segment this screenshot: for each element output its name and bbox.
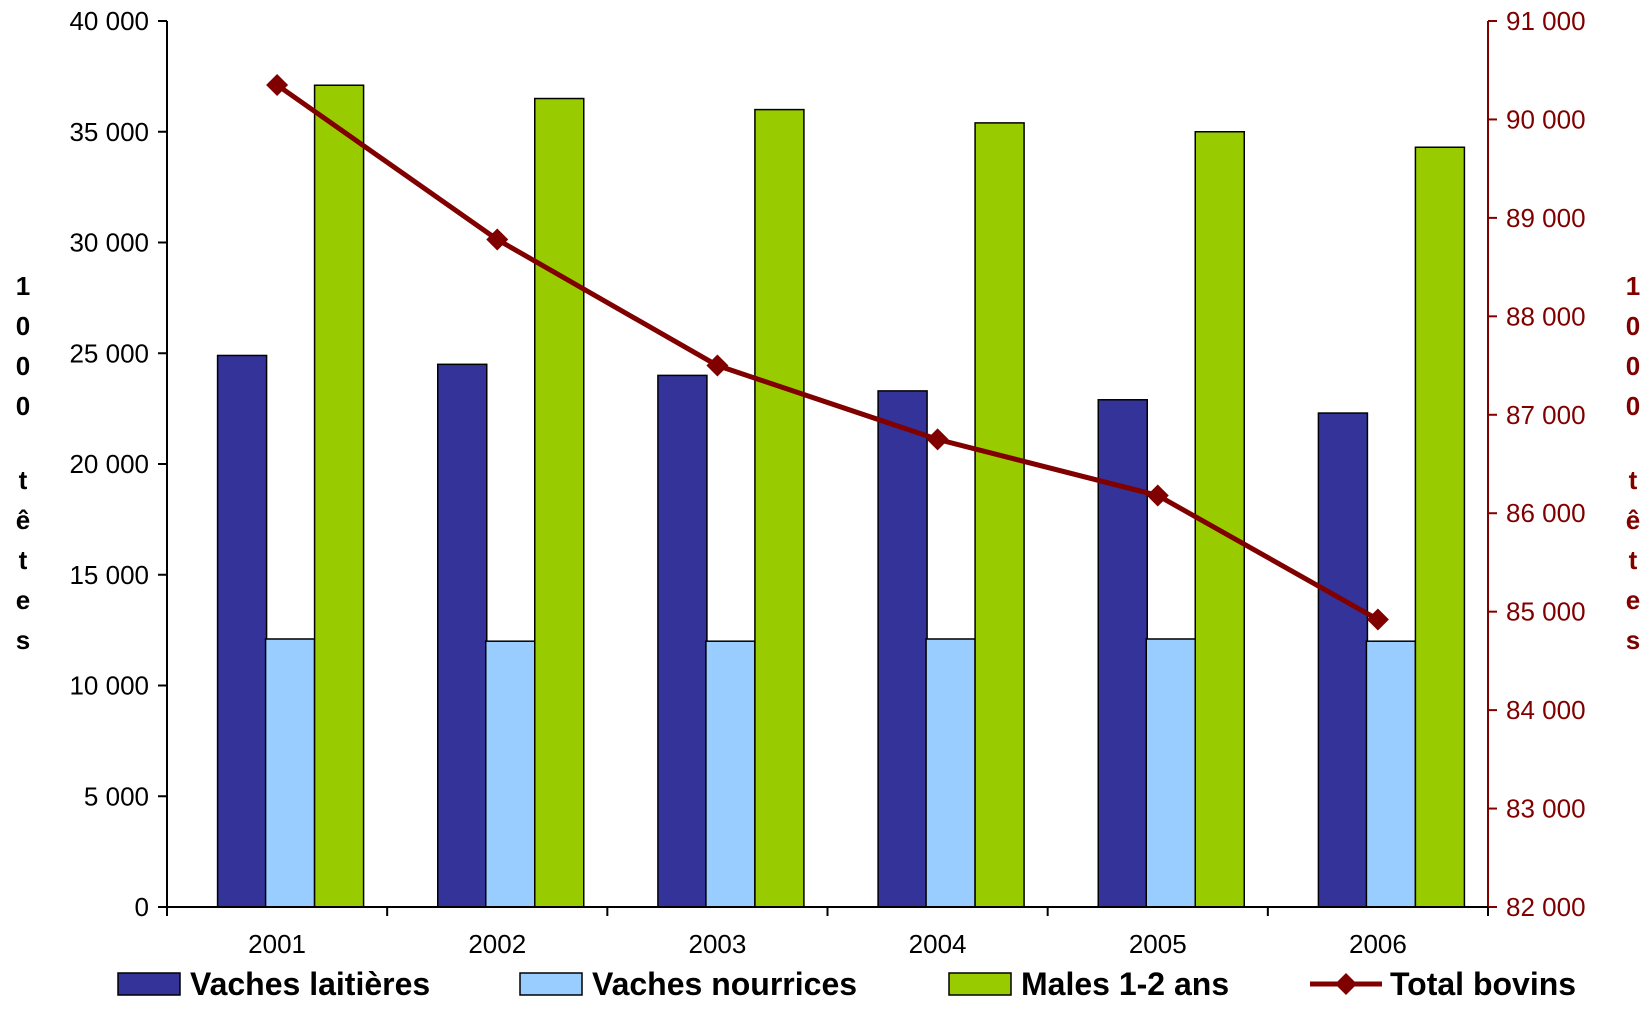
axis-label-char: t xyxy=(1629,545,1638,575)
right-tick-label: 88 000 xyxy=(1506,301,1586,331)
legend-item-total: Total bovins xyxy=(1310,966,1576,1002)
x-tick-label: 2005 xyxy=(1129,929,1187,959)
bar-males-2001 xyxy=(313,84,365,908)
bar-males-2002 xyxy=(534,97,585,908)
right-tick-label: 86 000 xyxy=(1506,498,1586,528)
right-tick-label: 84 000 xyxy=(1506,695,1586,725)
bar-vaches-laitieres-2002 xyxy=(437,363,488,908)
axis-label-char: 0 xyxy=(1626,351,1640,381)
legend-label: Males 1-2 ans xyxy=(1021,966,1229,1002)
axis-label-char: t xyxy=(1629,465,1638,495)
bar-vaches-nourrices-2006 xyxy=(1365,640,1417,908)
legend-swatch xyxy=(948,972,1012,996)
left-tick-label: 20 000 xyxy=(69,449,149,479)
axis-label-char: 0 xyxy=(16,351,30,381)
x-tick-label: 2003 xyxy=(688,929,746,959)
bar-males-2006 xyxy=(1414,146,1466,908)
axis-label-char: s xyxy=(1626,625,1640,655)
right-tick-label: 85 000 xyxy=(1506,597,1586,627)
axis-label-char: 1 xyxy=(1626,271,1640,301)
right-tick-label: 90 000 xyxy=(1506,104,1586,134)
right-tick-label: 82 000 xyxy=(1506,892,1586,922)
x-tick-label: 2006 xyxy=(1349,929,1407,959)
right-tick-label: 87 000 xyxy=(1506,400,1586,430)
legend-label: Total bovins xyxy=(1390,966,1576,1002)
left-tick-label: 15 000 xyxy=(69,560,149,590)
x-tick-label: 2004 xyxy=(909,929,967,959)
left-tick-label: 35 000 xyxy=(69,117,149,147)
left-tick-label: 10 000 xyxy=(69,671,149,701)
bar-vaches-laitieres-2005 xyxy=(1097,399,1148,908)
total-bovins-marker-2004 xyxy=(926,428,949,451)
right-tick-label: 83 000 xyxy=(1506,794,1586,824)
bar-vaches-nourrices-2002 xyxy=(485,640,536,908)
axis-label-char: 0 xyxy=(1626,311,1640,341)
legend-item-males: Males 1-2 ans xyxy=(948,966,1229,1002)
left-tick-label: 40 000 xyxy=(69,6,149,36)
bar-vaches-nourrices-2001 xyxy=(264,638,316,908)
bars-layer xyxy=(216,84,1466,908)
axis-label-char: t xyxy=(19,545,28,575)
axis-label-char: 1 xyxy=(16,271,30,301)
total-bovins-marker-2001 xyxy=(266,73,289,96)
axis-label-char: t xyxy=(19,465,28,495)
bar-vaches-laitieres-2004 xyxy=(877,390,928,908)
left-tick-label: 25 000 xyxy=(69,338,149,368)
legend-item-vaches-laitieres: Vaches laitières xyxy=(117,966,430,1002)
total-bovins-marker-2002 xyxy=(486,228,509,251)
axis-label-char: 0 xyxy=(16,391,30,421)
x-tick-label: 2002 xyxy=(468,929,526,959)
total-bovins-marker-2006 xyxy=(1366,608,1389,631)
bar-vaches-laitieres-2006 xyxy=(1317,412,1369,908)
left-tick-label: 30 000 xyxy=(69,228,149,258)
legend-label: Vaches laitières xyxy=(190,966,430,1002)
legend-item-vaches-nourrices: Vaches nourrices xyxy=(519,966,857,1002)
legend-marker xyxy=(1335,973,1357,995)
total-line-layer xyxy=(266,73,1389,631)
left-tick-label: 0 xyxy=(135,892,149,922)
total-bovins-marker-2003 xyxy=(706,354,729,377)
total-bovins-marker-2005 xyxy=(1146,484,1169,507)
bar-vaches-nourrices-2005 xyxy=(1145,638,1196,908)
axis-label-char: 0 xyxy=(16,311,30,341)
right-tick-label: 91 000 xyxy=(1506,6,1586,36)
axis-label-char: ê xyxy=(1626,505,1640,535)
axis-label-char: s xyxy=(16,625,30,655)
bar-vaches-laitieres-2001 xyxy=(216,354,268,908)
legend-swatch xyxy=(519,972,583,996)
legend: Vaches laitières Vaches nourrices Males 1-… xyxy=(117,966,1576,1002)
bar-vaches-laitieres-2003 xyxy=(657,374,708,908)
axis-label-char: e xyxy=(1626,585,1640,615)
bar-males-2003 xyxy=(754,108,805,908)
axis-label-char: e xyxy=(16,585,30,615)
legend-swatch xyxy=(117,972,181,996)
bar-vaches-nourrices-2004 xyxy=(925,638,976,908)
total-bovins-line xyxy=(275,82,1380,622)
legend-label: Vaches nourrices xyxy=(592,966,857,1002)
right-tick-label: 89 000 xyxy=(1506,203,1586,233)
axis-label-char: ê xyxy=(16,505,30,535)
bar-males-2004 xyxy=(974,122,1025,908)
bar-vaches-nourrices-2003 xyxy=(705,640,756,908)
x-tick-label: 2001 xyxy=(248,929,306,959)
left-tick-label: 5 000 xyxy=(84,781,149,811)
axis-label-char: 0 xyxy=(1626,391,1640,421)
